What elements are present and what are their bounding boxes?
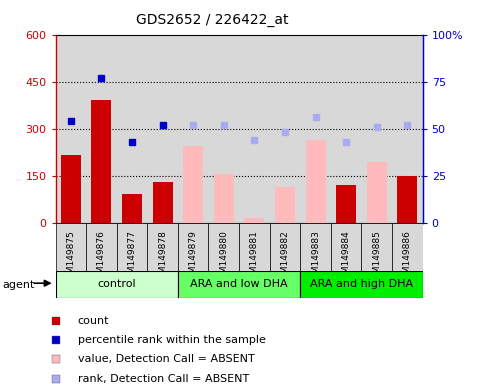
Bar — [270, 223, 300, 271]
Bar — [122, 195, 142, 223]
Bar — [147, 223, 178, 271]
Bar — [214, 174, 234, 223]
Text: GSM149886: GSM149886 — [403, 230, 412, 285]
Bar — [56, 271, 178, 298]
Bar — [61, 155, 81, 223]
Text: GSM149878: GSM149878 — [158, 230, 167, 285]
Text: ARA and high DHA: ARA and high DHA — [310, 279, 413, 289]
Text: GSM149876: GSM149876 — [97, 230, 106, 285]
Text: GSM149881: GSM149881 — [250, 230, 259, 285]
Bar — [178, 271, 300, 298]
Bar — [91, 101, 112, 223]
Bar — [56, 223, 86, 271]
Text: GSM149879: GSM149879 — [189, 230, 198, 285]
Bar — [331, 223, 361, 271]
Text: GSM149883: GSM149883 — [311, 230, 320, 285]
Bar — [117, 223, 147, 271]
Text: GSM149877: GSM149877 — [128, 230, 137, 285]
Text: agent: agent — [2, 280, 35, 290]
Text: GSM149885: GSM149885 — [372, 230, 381, 285]
Bar — [306, 140, 326, 223]
Bar — [367, 162, 387, 223]
Bar — [398, 176, 417, 223]
Bar — [183, 146, 203, 223]
Text: GDS2652 / 226422_at: GDS2652 / 226422_at — [136, 13, 289, 27]
Bar — [209, 223, 239, 271]
Text: GSM149882: GSM149882 — [281, 230, 289, 285]
Bar — [361, 223, 392, 271]
Text: control: control — [98, 279, 136, 289]
Text: count: count — [78, 316, 109, 326]
Bar — [336, 185, 356, 223]
Text: rank, Detection Call = ABSENT: rank, Detection Call = ABSENT — [78, 374, 249, 384]
Text: GSM149875: GSM149875 — [66, 230, 75, 285]
Text: GSM149884: GSM149884 — [341, 230, 351, 285]
Bar — [300, 223, 331, 271]
Bar — [244, 218, 264, 223]
Bar — [178, 223, 209, 271]
Bar — [275, 187, 295, 223]
Bar — [300, 271, 423, 298]
Bar — [86, 223, 117, 271]
Text: percentile rank within the sample: percentile rank within the sample — [78, 335, 266, 345]
Bar — [153, 182, 172, 223]
Bar — [392, 223, 423, 271]
Bar — [239, 223, 270, 271]
Text: GSM149880: GSM149880 — [219, 230, 228, 285]
Text: ARA and low DHA: ARA and low DHA — [190, 279, 288, 289]
Text: value, Detection Call = ABSENT: value, Detection Call = ABSENT — [78, 354, 255, 364]
